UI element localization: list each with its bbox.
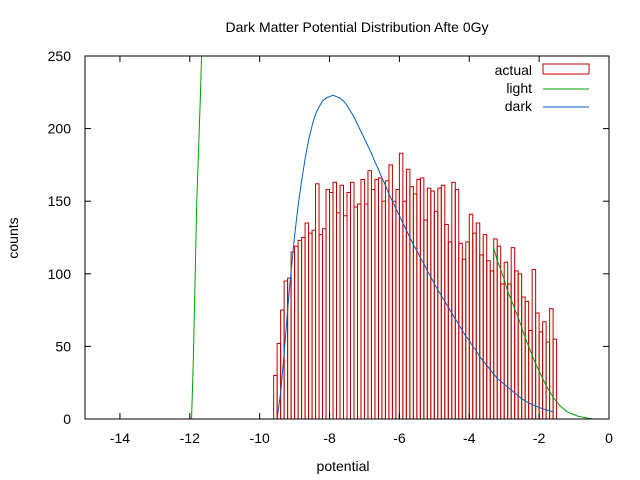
x-tick-label: -6 [393, 430, 406, 446]
x-tick-label: -4 [463, 430, 476, 446]
y-tick-label: 50 [55, 338, 71, 354]
curve-light [191, 56, 203, 419]
legend-label-light: light [506, 80, 532, 96]
y-tick-label: 150 [48, 193, 72, 209]
x-tick-label: -14 [110, 430, 130, 446]
y-axis-title: counts [5, 217, 21, 258]
curve-light [493, 247, 594, 419]
plot-area: -14 -12 -10 -8 -6 -4 -2 0 0 50 100 150 200 250 [48, 48, 613, 446]
legend-label-actual: actual [495, 62, 532, 78]
x-tick-label: -10 [250, 430, 270, 446]
plot-frame [84, 55, 610, 420]
legend: actual light dark [495, 62, 590, 114]
x-tick-label: 0 [605, 430, 613, 446]
y-tick-label: 100 [48, 266, 72, 282]
y-tick-label: 250 [48, 48, 72, 64]
x-axis-title: potential [317, 458, 370, 474]
x-tick-label: -12 [180, 430, 200, 446]
legend-label-dark: dark [505, 98, 533, 114]
legend-swatch-actual [542, 63, 590, 75]
x-tick-label: -8 [323, 430, 336, 446]
x-tick-label: -2 [533, 430, 546, 446]
y-tick-label: 0 [63, 411, 71, 427]
y-tick-label: 200 [48, 121, 72, 137]
curve-dark [276, 94, 554, 419]
chart-title: Dark Matter Potential Distribution Afte … [226, 19, 489, 35]
